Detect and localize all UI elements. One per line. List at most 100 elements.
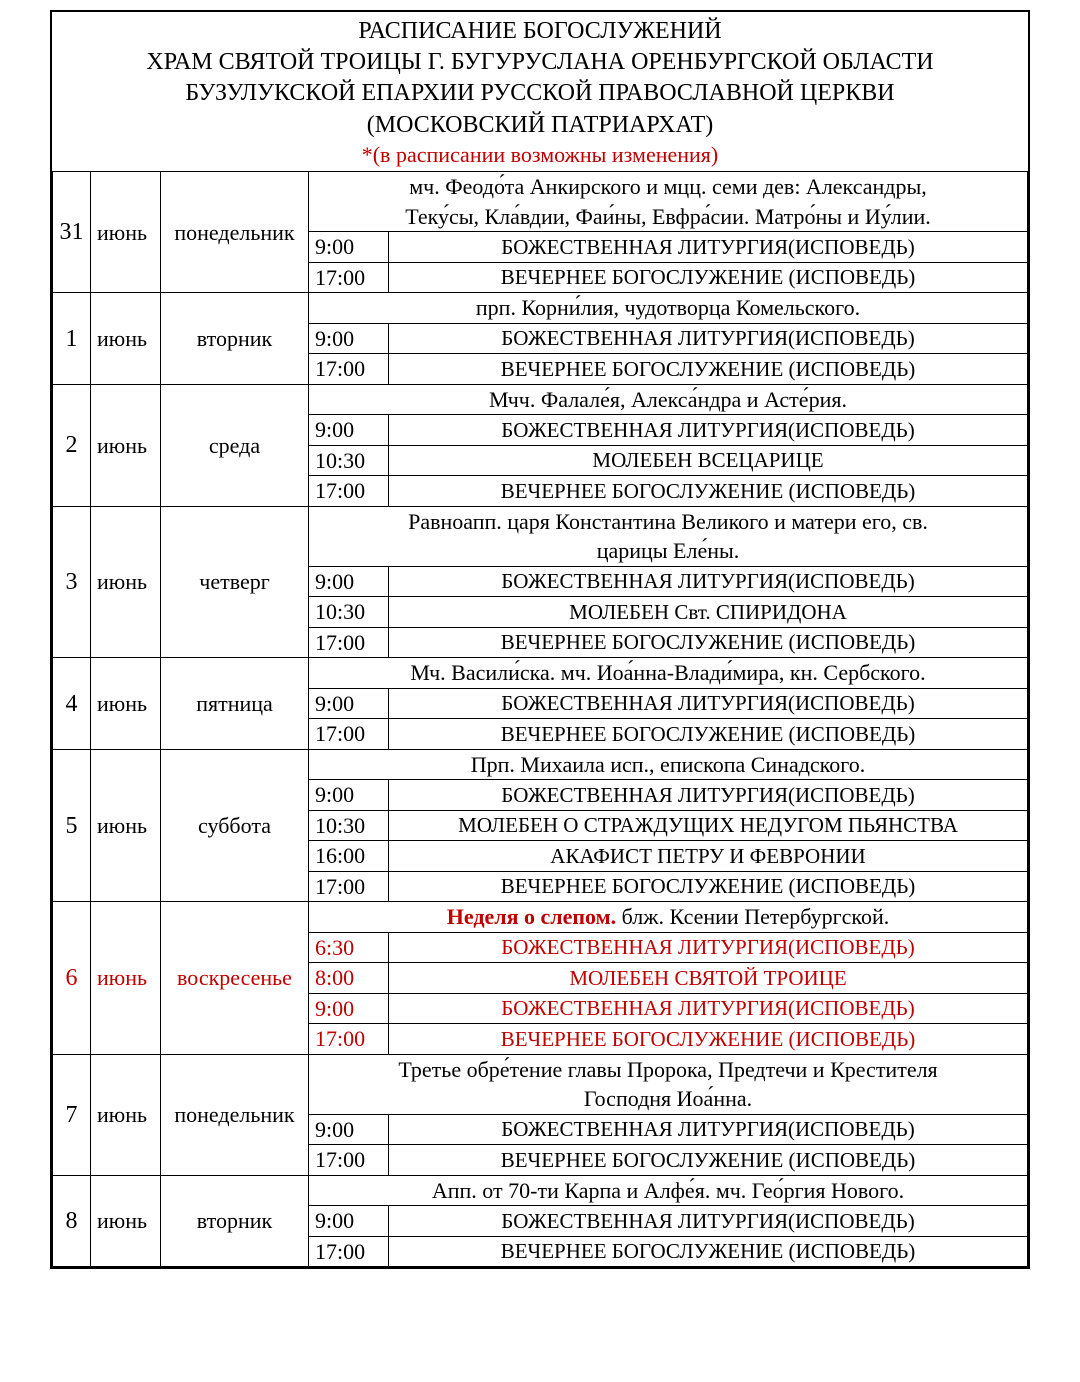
service-time: 17:00 <box>309 476 389 507</box>
service-desc: ВЕЧЕРНЕЕ БОГОСЛУЖЕНИЕ (ИСПОВЕДЬ) <box>389 262 1028 293</box>
service-time: 9:00 <box>309 688 389 719</box>
day-number: 3 <box>53 506 91 658</box>
day-number: 5 <box>53 749 91 902</box>
service-desc: ВЕЧЕРНЕЕ БОГОСЛУЖЕНИЕ (ИСПОВЕДЬ) <box>389 1024 1028 1055</box>
header-line-1: РАСПИСАНИЕ БОГОСЛУЖЕНИЙ <box>58 16 1022 47</box>
service-time: 17:00 <box>309 719 389 750</box>
service-desc: ВЕЧЕРНЕЕ БОГОСЛУЖЕНИЕ (ИСПОВЕДЬ) <box>389 627 1028 658</box>
service-time: 17:00 <box>309 262 389 293</box>
feast-text: блж. Ксении Петербургской. <box>616 904 889 929</box>
service-time: 9:00 <box>309 780 389 811</box>
service-time: 17:00 <box>309 871 389 902</box>
service-time: 17:00 <box>309 1024 389 1055</box>
service-desc: БОЖЕСТВЕННАЯ ЛИТУРГИЯ(ИСПОВЕДЬ) <box>389 1206 1028 1237</box>
table-row: 31июньпонедельникмч. Феодо́та Анкирского… <box>53 172 1028 202</box>
weekday: вторник <box>161 1175 309 1267</box>
service-time: 17:00 <box>309 354 389 385</box>
service-desc: БОЖЕСТВЕННАЯ ЛИТУРГИЯ(ИСПОВЕДЬ) <box>389 415 1028 446</box>
service-time: 16:00 <box>309 841 389 872</box>
schedule-table: 31июньпонедельникмч. Феодо́та Анкирского… <box>52 171 1028 1267</box>
feast-line: Третье обре́тение главы Пророка, Предтеч… <box>309 1054 1028 1084</box>
feast-line: Равноапп. царя Константина Великого и ма… <box>309 506 1028 536</box>
service-desc: БОЖЕСТВЕННАЯ ЛИТУРГИЯ(ИСПОВЕДЬ) <box>389 566 1028 597</box>
weekday: среда <box>161 384 309 506</box>
table-row: 6июньвоскресеньеНеделя о слепом. блж. Кс… <box>53 902 1028 933</box>
service-time: 9:00 <box>309 1114 389 1145</box>
weekday: вторник <box>161 293 309 385</box>
day-number: 8 <box>53 1175 91 1267</box>
weekday: понедельник <box>161 1054 309 1175</box>
service-desc: ВЕЧЕРНЕЕ БОГОСЛУЖЕНИЕ (ИСПОВЕДЬ) <box>389 1145 1028 1176</box>
feast-line: Господня Иоа́нна. <box>309 1084 1028 1114</box>
service-time: 10:30 <box>309 445 389 476</box>
month: июнь <box>91 172 161 293</box>
service-time: 17:00 <box>309 627 389 658</box>
service-desc: ВЕЧЕРНЕЕ БОГОСЛУЖЕНИЕ (ИСПОВЕДЬ) <box>389 719 1028 750</box>
weekday: воскресенье <box>161 902 309 1055</box>
service-desc: БОЖЕСТВЕННАЯ ЛИТУРГИЯ(ИСПОВЕДЬ) <box>389 323 1028 354</box>
day-number: 1 <box>53 293 91 385</box>
weekday: понедельник <box>161 172 309 293</box>
service-desc: МОЛЕБЕН ВСЕЦАРИЦЕ <box>389 445 1028 476</box>
day-number: 2 <box>53 384 91 506</box>
feast-line: Мч. Васили́ска. мч. Иоа́нна-Влади́мира, … <box>309 658 1028 689</box>
table-row: 2июньсредаМчч. Фалале́я, Алекса́ндра и А… <box>53 384 1028 415</box>
service-time: 9:00 <box>309 323 389 354</box>
month: июнь <box>91 1175 161 1267</box>
service-time: 6:30 <box>309 932 389 963</box>
service-desc: ВЕЧЕРНЕЕ БОГОСЛУЖЕНИЕ (ИСПОВЕДЬ) <box>389 1236 1028 1267</box>
month: июнь <box>91 506 161 658</box>
feast-line: Апп. от 70-ти Карпа и Алфе́я. мч. Гео́рг… <box>309 1175 1028 1206</box>
service-time: 9:00 <box>309 232 389 263</box>
month: июнь <box>91 1054 161 1175</box>
service-time: 17:00 <box>309 1145 389 1176</box>
month: июнь <box>91 293 161 385</box>
service-time: 9:00 <box>309 993 389 1024</box>
schedule-header: РАСПИСАНИЕ БОГОСЛУЖЕНИЙ ХРАМ СВЯТОЙ ТРОИ… <box>52 12 1028 171</box>
service-time: 9:00 <box>309 1206 389 1237</box>
feast-line: Прп. Михаила исп., епископа Синадского. <box>309 749 1028 780</box>
service-desc: ВЕЧЕРНЕЕ БОГОСЛУЖЕНИЕ (ИСПОВЕДЬ) <box>389 476 1028 507</box>
service-desc: БОЖЕСТВЕННАЯ ЛИТУРГИЯ(ИСПОВЕДЬ) <box>389 993 1028 1024</box>
feast-line: мч. Феодо́та Анкирского и мцц. семи дев:… <box>309 172 1028 202</box>
service-desc: АКАФИСТ ПЕТРУ И ФЕВРОНИИ <box>389 841 1028 872</box>
day-number: 4 <box>53 658 91 750</box>
month: июнь <box>91 384 161 506</box>
service-desc: МОЛЕБЕН О СТРАЖДУЩИХ НЕДУГОМ ПЬЯНСТВА <box>389 810 1028 841</box>
service-desc: ВЕЧЕРНЕЕ БОГОСЛУЖЕНИЕ (ИСПОВЕДЬ) <box>389 354 1028 385</box>
day-number: 7 <box>53 1054 91 1175</box>
table-row: 5июньсубботаПрп. Михаила исп., епископа … <box>53 749 1028 780</box>
service-time: 9:00 <box>309 415 389 446</box>
table-row: 4июньпятницаМч. Васили́ска. мч. Иоа́нна-… <box>53 658 1028 689</box>
feast-line: Мчч. Фалале́я, Алекса́ндра и Асте́рия. <box>309 384 1028 415</box>
month: июнь <box>91 658 161 750</box>
feast-line: царицы Еле́ны. <box>309 536 1028 566</box>
schedule-container: РАСПИСАНИЕ БОГОСЛУЖЕНИЙ ХРАМ СВЯТОЙ ТРОИ… <box>50 10 1030 1269</box>
service-desc: БОЖЕСТВЕННАЯ ЛИТУРГИЯ(ИСПОВЕДЬ) <box>389 780 1028 811</box>
table-row: 1июньвторникпрп. Корни́лия, чудотворца К… <box>53 293 1028 324</box>
service-desc: ВЕЧЕРНЕЕ БОГОСЛУЖЕНИЕ (ИСПОВЕДЬ) <box>389 871 1028 902</box>
month: июнь <box>91 749 161 902</box>
table-row: 8июньвторникАпп. от 70-ти Карпа и Алфе́я… <box>53 1175 1028 1206</box>
table-row: 3июньчетвергРавноапп. царя Константина В… <box>53 506 1028 536</box>
month: июнь <box>91 902 161 1055</box>
table-row: 7июньпонедельникТретье обре́тение главы … <box>53 1054 1028 1084</box>
header-line-4: (МОСКОВСКИЙ ПАТРИАРХАТ) <box>58 110 1022 141</box>
weekday: суббота <box>161 749 309 902</box>
service-time: 9:00 <box>309 566 389 597</box>
service-time: 17:00 <box>309 1236 389 1267</box>
service-desc: БОЖЕСТВЕННАЯ ЛИТУРГИЯ(ИСПОВЕДЬ) <box>389 1114 1028 1145</box>
service-desc: БОЖЕСТВЕННАЯ ЛИТУРГИЯ(ИСПОВЕДЬ) <box>389 688 1028 719</box>
header-line-2: ХРАМ СВЯТОЙ ТРОИЦЫ Г. БУГУРУСЛАНА ОРЕНБУ… <box>58 47 1022 78</box>
weekday: пятница <box>161 658 309 750</box>
feast-line: Теку́сы, Кла́вдии, Фаи́ны, Евфра́сии. Ма… <box>309 202 1028 232</box>
service-desc: МОЛЕБЕН Свт. СПИРИДОНА <box>389 597 1028 628</box>
service-time: 10:30 <box>309 597 389 628</box>
service-time: 8:00 <box>309 963 389 994</box>
service-desc: БОЖЕСТВЕННАЯ ЛИТУРГИЯ(ИСПОВЕДЬ) <box>389 932 1028 963</box>
day-number: 31 <box>53 172 91 293</box>
header-line-3: БУЗУЛУКСКОЙ ЕПАРХИИ РУССКОЙ ПРАВОСЛАВНОЙ… <box>58 78 1022 109</box>
feast-bold-prefix: Неделя о слепом. <box>447 904 616 929</box>
feast-line: прп. Корни́лия, чудотворца Комельского. <box>309 293 1028 324</box>
feast-line: Неделя о слепом. блж. Ксении Петербургск… <box>309 902 1028 933</box>
